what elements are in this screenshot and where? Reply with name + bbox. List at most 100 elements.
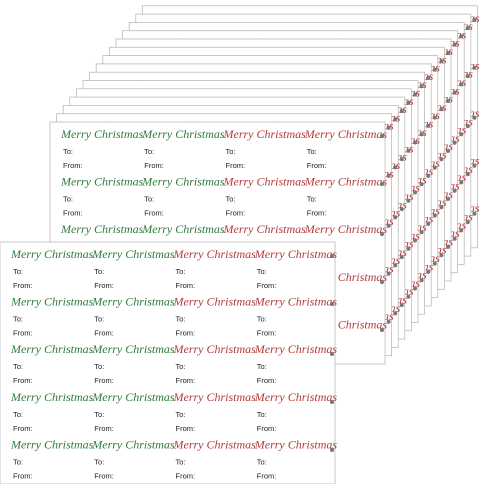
label-to: To: [94, 457, 104, 466]
label-to: To: [176, 410, 186, 419]
hole [419, 84, 424, 89]
hole [380, 328, 384, 332]
hole [459, 132, 464, 137]
hole [439, 205, 444, 210]
hole [413, 140, 417, 145]
hole [426, 123, 431, 128]
label-greeting: Merry Christmas [173, 437, 257, 451]
hole [439, 253, 444, 258]
label-from: From: [307, 209, 327, 218]
label-to: To: [257, 315, 267, 324]
label-to: To: [13, 267, 23, 276]
label-from: From: [144, 161, 164, 170]
label-from: From: [176, 281, 196, 290]
label-from: From: [13, 281, 33, 290]
label-to: To: [94, 362, 104, 371]
hole [432, 165, 437, 170]
label-to: To: [144, 147, 154, 156]
label-to: To: [257, 410, 267, 419]
label-from: From: [307, 161, 327, 170]
hole [426, 221, 431, 226]
hole [406, 100, 411, 105]
hole [472, 163, 477, 168]
label-greeting: Merry Christmas [141, 127, 225, 141]
label-to: To: [226, 147, 236, 156]
hole [380, 280, 384, 284]
label-greeting: Merry Christmas [223, 175, 307, 189]
hole [465, 124, 470, 129]
label-greeting: Merry Christmas [254, 342, 338, 356]
hole [406, 198, 411, 203]
hole [446, 197, 450, 201]
label-greeting: Merry Christmas [173, 295, 257, 309]
label-from: From: [257, 281, 277, 290]
label-greeting: Merry Christmas [10, 390, 94, 404]
hole [386, 173, 391, 178]
hole [432, 115, 437, 120]
hole [465, 172, 470, 177]
hole [419, 230, 424, 235]
hole [380, 182, 384, 186]
label-greeting: Merry Christmas [304, 127, 388, 141]
label-greeting: Merry Christmas [91, 247, 175, 261]
label-to: To: [307, 195, 317, 204]
hole [413, 238, 417, 243]
hole [393, 311, 398, 316]
hole [446, 99, 450, 103]
label-from: From: [94, 376, 114, 385]
hole [406, 246, 411, 251]
hole [432, 213, 437, 218]
label-to: To: [176, 267, 186, 276]
label-from: From: [176, 376, 196, 385]
label-to: To: [13, 457, 23, 466]
hole [399, 207, 404, 212]
label-greeting: Merry Christmas [304, 175, 388, 189]
hole [446, 245, 450, 249]
hole [380, 232, 384, 236]
label-greeting: Merry Christmas [10, 247, 94, 261]
hole [439, 107, 444, 112]
label-from: From: [13, 424, 33, 433]
label-from: From: [257, 376, 277, 385]
label-to: To: [307, 147, 317, 156]
label-from: From: [63, 209, 83, 218]
hole [393, 117, 398, 122]
label-greeting: Merry Christmas [91, 295, 175, 309]
hole [406, 148, 411, 153]
label-to: To: [13, 315, 23, 324]
hole [465, 74, 470, 79]
label-greeting: Merry Christmas [10, 342, 94, 356]
label-greeting: Merry Christmas [60, 175, 144, 189]
hole [399, 157, 404, 162]
hole [472, 65, 477, 70]
hole [386, 271, 391, 276]
hole [426, 75, 431, 80]
hole [426, 173, 431, 178]
label-greeting: Merry Christmas [223, 222, 307, 236]
label-greeting: Merry Christmas [304, 222, 388, 236]
hole [432, 67, 437, 72]
label-to: To: [63, 195, 73, 204]
hole [330, 352, 334, 356]
hole [465, 26, 470, 31]
label-to: To: [13, 410, 23, 419]
label-from: From: [94, 471, 114, 480]
label-to: To: [94, 410, 104, 419]
label-from: From: [63, 161, 83, 170]
hole [419, 278, 424, 283]
hole [330, 254, 334, 258]
label-to: To: [176, 457, 186, 466]
label-greeting: Merry Christmas [141, 175, 225, 189]
label-greeting: Merry Christmas [91, 390, 175, 404]
hole [399, 255, 404, 260]
label-greeting: Merry Christmas [254, 437, 338, 451]
label-from: From: [226, 161, 246, 170]
label-greeting: Merry Christmas [60, 222, 144, 236]
hole [399, 109, 404, 114]
sheet-paper [0, 241, 336, 484]
label-from: From: [94, 424, 114, 433]
label-from: From: [176, 329, 196, 338]
hole [386, 223, 391, 228]
hole [446, 149, 450, 153]
